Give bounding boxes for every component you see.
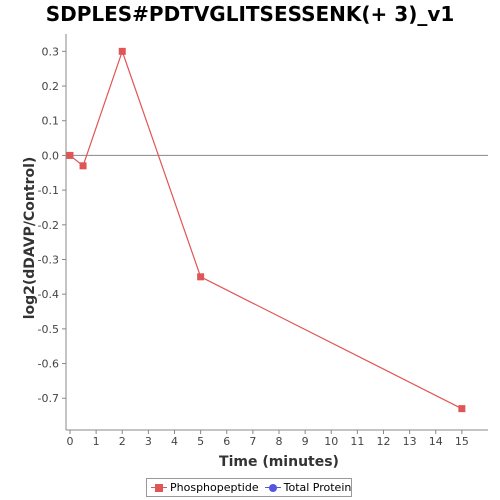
x-tick-label: 5 (197, 435, 204, 448)
y-tick-label: -0.1 (38, 184, 59, 197)
x-tick-label: 1 (93, 435, 100, 448)
y-tick-label: 0.1 (42, 115, 60, 128)
data-point (66, 151, 74, 159)
y-tick-label: -0.4 (38, 288, 59, 301)
y-axis: -0.7 -0.6 -0.5 -0.4 -0.3 -0.2 -0.1 0.0 0.1 0.2 0.3 (38, 34, 67, 430)
legend-item-phosphopeptide: Phosphopeptide (151, 481, 259, 494)
chart-title: SDPLES#PDTVGLITSESSENK(+ 3)_v1 (45, 2, 455, 26)
plot-area (70, 34, 488, 426)
data-point (458, 405, 466, 413)
x-tick-label: 12 (377, 435, 391, 448)
legend-label-total-protein: Total Protein (283, 481, 352, 494)
x-axis-title: Time (minutes) (219, 454, 339, 470)
legend-item-total-protein: Total Protein (264, 481, 352, 494)
y-tick-label: -0.3 (38, 253, 59, 266)
data-point (79, 162, 87, 170)
x-tick-label: 6 (223, 435, 230, 448)
y-tick-label: -0.6 (38, 358, 59, 371)
x-tick-label: 10 (324, 435, 338, 448)
series-group (66, 47, 466, 413)
x-tick-label: 11 (350, 435, 364, 448)
x-tick-label: 13 (403, 435, 417, 448)
y-tick-label: 0.0 (42, 149, 60, 162)
x-tick-label: 9 (302, 435, 309, 448)
legend: Phosphopeptide Total Protein (146, 478, 352, 497)
data-point (118, 47, 126, 55)
x-tick-label: 2 (119, 435, 126, 448)
x-axis: 0 1 2 3 4 5 6 7 8 9 10 11 12 13 14 15 (66, 429, 488, 448)
x-tick-label: 15 (455, 435, 469, 448)
y-axis-title: log2(dDAVP/Control) (22, 157, 38, 320)
y-tick-label: 0.2 (42, 80, 60, 93)
x-tick-label: 0 (67, 435, 74, 448)
x-tick-label: 7 (249, 435, 256, 448)
y-tick-label: -0.5 (38, 323, 59, 336)
y-tick-label: -0.7 (38, 392, 59, 405)
y-tick-label: -0.2 (38, 219, 59, 232)
legend-label-phosphopeptide: Phosphopeptide (170, 481, 259, 494)
legend-swatch-total-protein (264, 483, 281, 493)
y-tick-label: 0.3 (42, 45, 60, 58)
x-tick-label: 8 (276, 435, 283, 448)
x-tick-label: 3 (145, 435, 152, 448)
x-tick-label: 14 (429, 435, 443, 448)
plot-background (70, 34, 488, 426)
data-point (197, 273, 205, 281)
legend-swatch-phosphopeptide (151, 483, 167, 493)
x-tick-label: 4 (171, 435, 178, 448)
